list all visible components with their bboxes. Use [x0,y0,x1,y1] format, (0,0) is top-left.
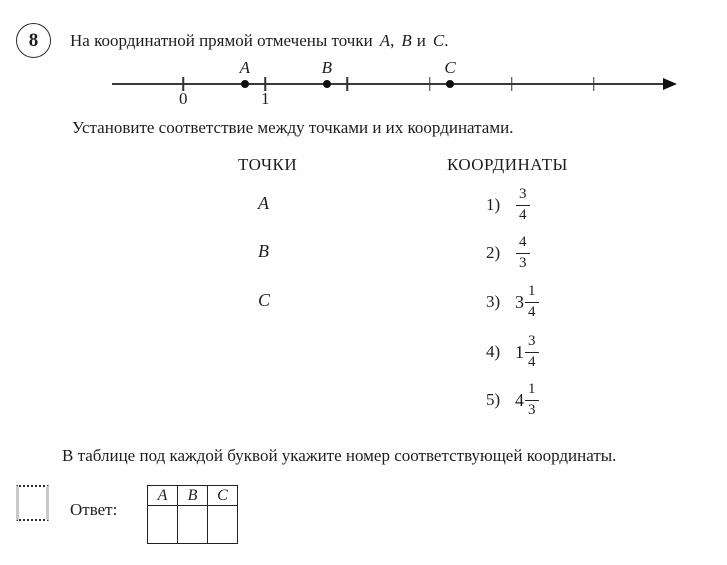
fraction-denominator: 4 [519,206,527,223]
problem-statement: На координатной прямой отмечены точки A, B… [70,31,448,51]
fraction-numerator: 3 [516,186,530,206]
fraction: 1 3 [525,381,539,419]
point-label-B: B [321,58,333,77]
point-dot-B [322,80,331,88]
answer-value-row [147,505,238,544]
coordinate-item-5: 5) 4 1 3 [486,381,539,419]
statement-point-c: C [432,31,445,50]
point-item-A: A [258,193,269,213]
answer-header-cell-B: B [177,485,208,506]
axis-tick-label-1: 1 [261,89,270,108]
point-dot-A [240,80,249,88]
axis-tick [182,77,184,91]
coordinate-number: 3) [486,292,501,311]
answer-input-cell-A[interactable] [147,505,178,544]
fraction-denominator: 4 [528,353,536,370]
fraction-numerator: 4 [516,234,530,254]
problem-number-badge: 8 [16,23,51,58]
axis-tick [428,77,431,91]
coordinate-whole: 4 [515,389,524,410]
coordinate-whole: 1 [515,341,524,362]
coordinate-item-3: 3) 3 1 4 [486,283,539,321]
coordinate-number: 5) [486,390,501,409]
fraction-numerator: 1 [525,381,539,401]
axis-tick [592,77,595,91]
axis-tick [264,77,267,91]
axis-tick [346,77,349,91]
axis-line [112,83,665,85]
statement-point-a: A [379,31,391,50]
answer-input-cell-C[interactable] [207,505,238,544]
axis-tick-label-0: 0 [178,89,188,108]
coords-column-header: КООРДИНАТЫ [447,155,568,174]
coordinate-item-1: 1) 3 4 [486,186,530,224]
problem-number: 8 [28,29,39,51]
answer-header-cell-A: A [147,485,178,506]
coordinate-number: 1) [486,195,501,214]
table-instruction: В таблице под каждой буквой укажите номе… [62,446,617,465]
fraction: 1 4 [525,283,539,321]
axis-tick [510,77,513,91]
fraction: 3 4 [516,186,530,224]
point-dot-C [446,80,455,88]
answer-label: Ответ: [70,500,118,519]
points-column-header: ТОЧКИ [238,155,298,174]
statement-sep1: , [390,31,395,50]
coordinate-item-4: 4) 1 3 4 [486,333,539,371]
point-label-C: C [444,58,456,77]
dashed-margin-box [16,485,49,521]
answer-header-row: A B C [147,485,238,506]
match-instruction: Установите соответствие между точками и … [72,118,514,137]
fraction-denominator: 4 [528,303,536,320]
fraction: 4 3 [516,234,530,272]
statement-point-b: B [401,31,412,50]
answer-header-cell-C: C [207,485,238,506]
fraction-numerator: 3 [525,333,539,353]
coordinate-whole: 3 [515,291,524,312]
coordinate-number: 4) [486,342,501,361]
fraction-denominator: 3 [519,254,527,271]
coordinate-item-2: 2) 4 3 [486,234,530,272]
answer-table: A B C [147,485,238,544]
statement-prefix: На координатной прямой отмечены точки [70,31,373,50]
fraction-denominator: 3 [528,401,536,418]
axis-arrow-icon [663,78,677,90]
fraction: 3 4 [525,333,539,371]
point-item-C: C [258,290,271,310]
statement-sep3: . [444,31,449,50]
answer-input-cell-B[interactable] [177,505,208,544]
point-label-A: A [239,58,250,77]
statement-sep2: и [416,31,426,50]
fraction-numerator: 1 [525,283,539,303]
point-item-B: B [258,241,269,261]
coordinate-number: 2) [486,243,501,262]
